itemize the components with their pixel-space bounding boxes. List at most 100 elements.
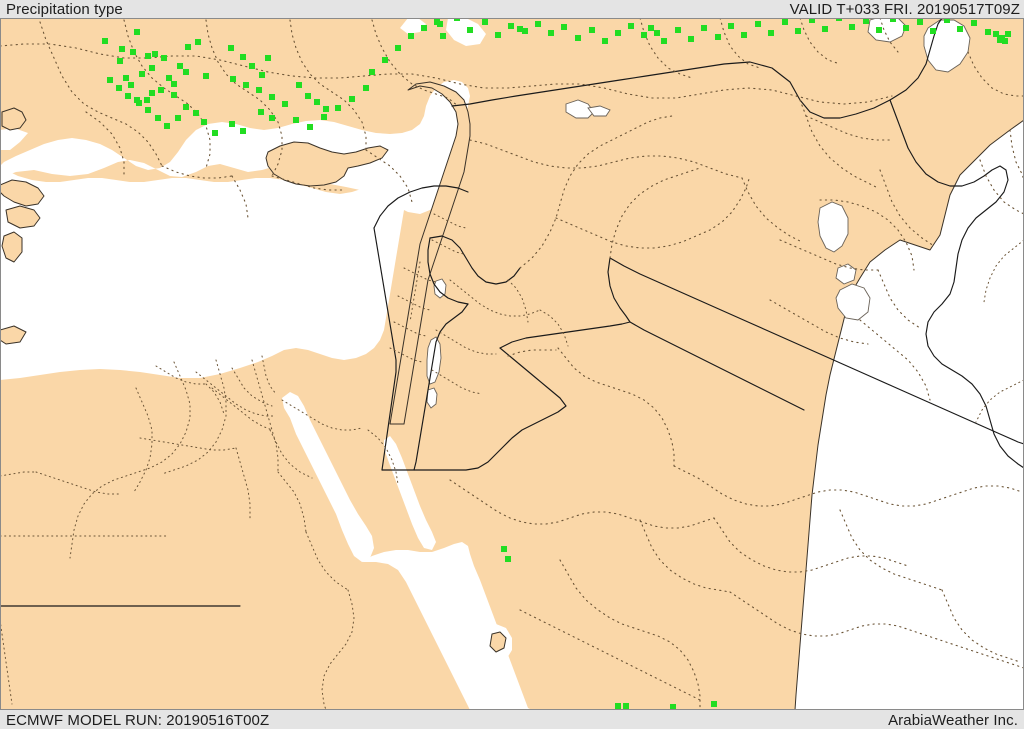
precip-symbol-rain xyxy=(155,115,161,121)
admin-israel-2 xyxy=(397,295,431,311)
precip-symbol-rain xyxy=(193,110,199,116)
island-aegean-1 xyxy=(1,107,27,131)
precip-symbol-rain xyxy=(119,46,125,52)
precip-symbol-rain xyxy=(265,55,271,61)
precip-symbol-rain xyxy=(240,54,246,60)
border-jordan-saudi xyxy=(381,347,567,471)
precip-symbol-rain xyxy=(314,99,320,105)
precip-symbol-rain xyxy=(701,25,707,31)
precip-symbol-rain xyxy=(1002,38,1008,44)
admin-israel-3 xyxy=(393,321,427,337)
persian-gulf-hint xyxy=(1010,296,1024,320)
precip-symbol-rain xyxy=(495,32,501,38)
admin-israel-1 xyxy=(403,267,437,283)
precip-symbol-rain xyxy=(183,104,189,110)
precip-symbol-rain xyxy=(654,30,660,36)
admin-israel-5 xyxy=(409,261,421,323)
land-levant-coast xyxy=(389,81,471,425)
admin-iraq-6 xyxy=(877,269,921,329)
mediterranean-sea-south xyxy=(0,166,410,380)
precip-symbol-rain xyxy=(125,93,131,99)
admin-egypt-8 xyxy=(277,471,307,533)
precip-symbol-rain xyxy=(615,30,621,36)
precip-symbol-rain xyxy=(134,29,140,35)
precip-symbol-rain xyxy=(149,65,155,71)
precip-symbol-rain xyxy=(395,45,401,51)
precip-symbol-rain xyxy=(728,23,734,29)
lake-razazah xyxy=(835,263,857,285)
precip-symbol-rain xyxy=(661,38,667,44)
precip-symbol-rain xyxy=(229,121,235,127)
gulf-of-suez xyxy=(282,392,374,562)
precip-symbol-rain xyxy=(440,33,446,39)
admin-turkey-11 xyxy=(365,149,413,203)
mediterranean-sea xyxy=(0,128,28,150)
precip-symbol-rain xyxy=(296,82,302,88)
border-turkey-syria xyxy=(451,17,943,119)
precip-symbol-rain xyxy=(917,19,923,25)
admin-syria-1 xyxy=(469,139,743,179)
admin-saudi-7 xyxy=(559,559,701,711)
admin-egypt-sw xyxy=(0,471,37,477)
precip-symbol-rain xyxy=(675,27,681,33)
precip-symbol-rain xyxy=(228,45,234,51)
precip-symbol-rain xyxy=(561,24,567,30)
island-cyprus xyxy=(265,141,389,187)
admin-iraq-4 xyxy=(819,199,915,271)
precip-symbol-rain xyxy=(130,49,136,55)
precip-symbol-rain xyxy=(161,55,167,61)
precip-symbol-rain xyxy=(171,81,177,87)
precip-symbol-rain xyxy=(782,19,788,25)
precip-symbol-rain xyxy=(282,101,288,107)
precip-symbol-rain xyxy=(482,19,488,25)
precip-symbol-rain xyxy=(177,63,183,69)
island-rhodes xyxy=(1,231,23,263)
precip-symbol-rain xyxy=(171,92,177,98)
border-iraq-iran xyxy=(889,99,1024,469)
footer-bar: ECMWF MODEL RUN: 20190516T00Z ArabiaWeat… xyxy=(0,710,1024,729)
admin-turkey-10 xyxy=(271,175,343,191)
gulf-of-aqaba xyxy=(384,436,436,550)
precip-symbol-rain xyxy=(230,76,236,82)
admin-syria-5 xyxy=(741,177,803,243)
precip-symbol-rain xyxy=(269,94,275,100)
precip-symbol-rain xyxy=(158,87,164,93)
admin-east-turkey-3 xyxy=(799,17,841,65)
admin-egypt-delta-3 xyxy=(231,367,273,407)
precip-symbol-rain xyxy=(957,26,963,32)
admin-egypt-west xyxy=(35,471,121,495)
landmass-group xyxy=(0,0,1024,711)
model-run-label: ECMWF MODEL RUN: 20190516T00Z xyxy=(6,712,270,729)
precip-symbol-rain xyxy=(768,30,774,36)
admin-turkey-8 xyxy=(161,165,233,179)
precip-symbol-rain xyxy=(323,106,329,112)
precip-symbol-rain xyxy=(670,704,676,710)
admin-egypt-12 xyxy=(269,429,313,479)
admin-saudi-8 xyxy=(519,609,701,701)
admin-iran-3 xyxy=(983,239,1024,303)
admin-iraq-2 xyxy=(879,169,935,247)
admin-egypt-1 xyxy=(133,387,153,493)
admin-egypt-4 xyxy=(195,371,277,417)
island-aegean-3 xyxy=(5,205,41,229)
precip-symbol-rain xyxy=(715,34,721,40)
admin-lebanon-2 xyxy=(431,239,465,255)
admin-saudi-9 xyxy=(729,591,1024,669)
admin-egypt-5 xyxy=(139,437,237,451)
provider-credit: ArabiaWeather Inc. xyxy=(888,712,1018,729)
lake-sea-of-galilee xyxy=(433,278,447,299)
precip-symbol-rain xyxy=(628,23,634,29)
valid-time-label: VALID T+033 FRI. 20190517T09Z xyxy=(789,1,1020,18)
precip-symbol-rain xyxy=(164,123,170,129)
precip-symbol-rain xyxy=(128,82,134,88)
precip-symbol-rain xyxy=(688,36,694,42)
precip-symbol-rain xyxy=(382,57,388,63)
admin-iran-2 xyxy=(979,159,1024,215)
black-sea-sliver xyxy=(400,18,426,34)
precip-symbol-rain xyxy=(505,556,511,562)
island-crete-east xyxy=(0,325,27,345)
precip-symbol-rain xyxy=(849,24,855,30)
precip-symbol-rain xyxy=(240,128,246,134)
